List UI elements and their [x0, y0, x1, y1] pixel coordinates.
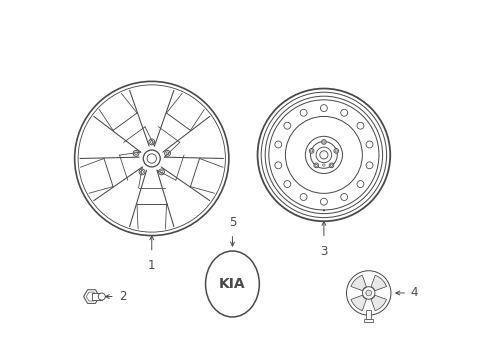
Circle shape: [300, 109, 307, 116]
Text: 4: 4: [411, 287, 418, 300]
Circle shape: [147, 154, 156, 163]
Circle shape: [316, 147, 332, 163]
Bar: [364, 319, 373, 322]
Circle shape: [323, 141, 325, 143]
Circle shape: [166, 152, 169, 155]
Circle shape: [346, 271, 391, 315]
Circle shape: [320, 151, 328, 159]
Circle shape: [133, 150, 139, 156]
Text: 2: 2: [120, 290, 127, 303]
Text: 1: 1: [148, 259, 155, 272]
Circle shape: [366, 162, 373, 169]
Polygon shape: [351, 275, 367, 291]
Circle shape: [363, 287, 375, 299]
Circle shape: [165, 150, 171, 156]
Circle shape: [275, 141, 282, 148]
Circle shape: [341, 194, 347, 201]
Circle shape: [149, 139, 155, 145]
Circle shape: [341, 109, 347, 116]
Circle shape: [141, 170, 144, 174]
Circle shape: [305, 136, 343, 174]
Circle shape: [321, 140, 326, 144]
Polygon shape: [371, 295, 387, 311]
Ellipse shape: [205, 251, 259, 317]
Circle shape: [284, 181, 291, 188]
Circle shape: [334, 149, 339, 153]
Circle shape: [320, 105, 327, 112]
Circle shape: [320, 198, 327, 205]
Circle shape: [315, 164, 318, 167]
Circle shape: [143, 150, 160, 167]
Circle shape: [366, 141, 373, 148]
Circle shape: [159, 169, 165, 175]
Circle shape: [150, 140, 153, 143]
Circle shape: [284, 122, 291, 129]
Text: 5: 5: [229, 216, 236, 229]
Text: KIA: KIA: [219, 277, 246, 291]
Circle shape: [311, 150, 313, 152]
Polygon shape: [84, 290, 99, 303]
Circle shape: [309, 149, 314, 153]
Bar: [367, 310, 371, 319]
Circle shape: [357, 122, 364, 129]
Circle shape: [366, 290, 371, 296]
Circle shape: [98, 293, 105, 300]
Circle shape: [139, 169, 145, 175]
Circle shape: [314, 163, 319, 168]
Bar: [92, 293, 102, 300]
Circle shape: [275, 162, 282, 169]
Text: 3: 3: [320, 244, 328, 257]
Circle shape: [357, 181, 364, 188]
Circle shape: [330, 164, 333, 167]
Circle shape: [311, 141, 337, 168]
Polygon shape: [351, 295, 367, 311]
Circle shape: [323, 210, 325, 211]
Circle shape: [323, 164, 325, 166]
Polygon shape: [371, 275, 387, 291]
Circle shape: [160, 170, 163, 174]
Circle shape: [335, 150, 337, 152]
Circle shape: [300, 194, 307, 201]
Circle shape: [329, 163, 334, 168]
Circle shape: [135, 152, 138, 155]
